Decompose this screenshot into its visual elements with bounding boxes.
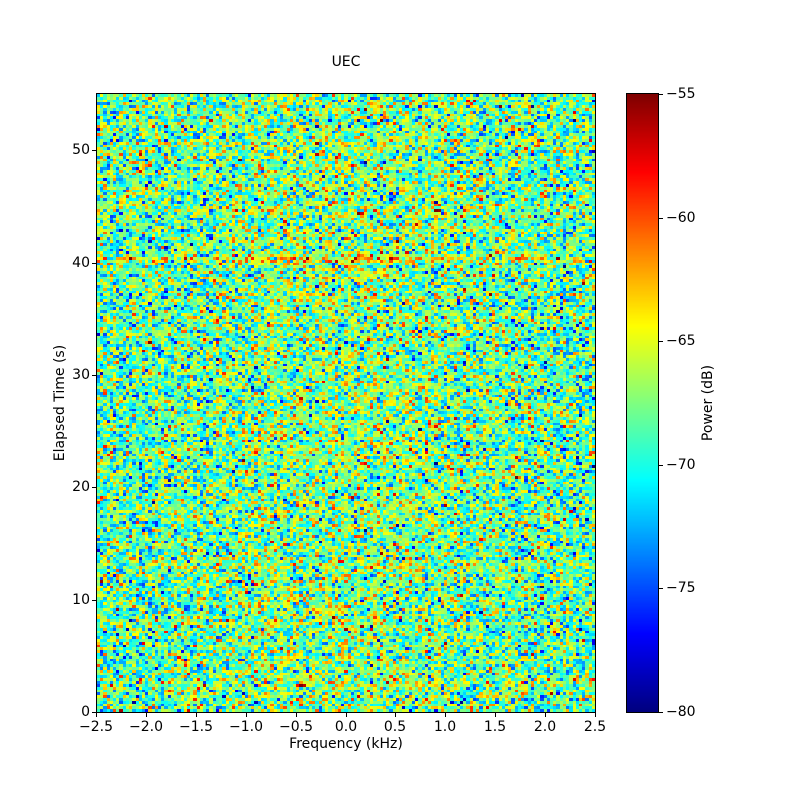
colorbar-tick-mark — [659, 712, 663, 713]
x-tick-mark — [495, 713, 496, 717]
y-tick-label: 50 — [72, 142, 90, 158]
x-tick-label: −1.0 — [229, 719, 263, 735]
x-tick-mark — [545, 713, 546, 717]
title-line-app: UEC — [331, 54, 361, 70]
y-tick-mark — [92, 487, 96, 488]
colorbar-tick-label: −55 — [666, 86, 696, 102]
x-tick-mark — [146, 713, 147, 717]
y-tick-mark — [92, 263, 96, 264]
x-tick-mark — [445, 713, 446, 717]
colorbar-label: Power (dB) — [700, 364, 716, 442]
y-tick-mark — [92, 600, 96, 601]
colorbar-tick-label: −80 — [666, 704, 696, 720]
colorbar-tick-label: −60 — [666, 210, 696, 226]
x-tick-mark — [196, 713, 197, 717]
colorbar-tick-label: −75 — [666, 580, 696, 596]
y-tick-mark — [92, 375, 96, 376]
x-tick-label: −2.5 — [79, 719, 113, 735]
y-tick-label: 10 — [72, 592, 90, 608]
plot-area — [96, 93, 596, 713]
colorbar-tick-mark — [659, 218, 663, 219]
x-tick-mark — [246, 713, 247, 717]
x-tick-label: −0.5 — [279, 719, 313, 735]
y-tick-label: 0 — [81, 704, 90, 720]
x-tick-label: 1.5 — [483, 719, 507, 735]
x-tick-label: 0.0 — [334, 719, 358, 735]
x-tick-mark — [296, 713, 297, 717]
y-tick-label: 30 — [72, 367, 90, 383]
x-tick-label: −1.5 — [179, 719, 213, 735]
x-tick-mark — [346, 713, 347, 717]
y-tick-mark — [92, 150, 96, 151]
x-tick-mark — [96, 713, 97, 717]
y-axis-label: Elapsed Time (s) — [52, 344, 68, 462]
x-tick-label: −2.0 — [129, 719, 163, 735]
x-tick-label: 2.5 — [583, 719, 607, 735]
x-axis-label: Frequency (kHz) — [289, 736, 403, 752]
colorbar-tick-label: −65 — [666, 333, 696, 349]
x-tick-label: 0.5 — [383, 719, 407, 735]
colorbar-tick-label: −70 — [666, 457, 696, 473]
y-tick-label: 20 — [72, 479, 90, 495]
colorbar-tick-mark — [659, 94, 663, 95]
y-tick-mark — [92, 712, 96, 713]
colorbar-tick-mark — [659, 341, 663, 342]
spectrogram-heatmap — [97, 94, 595, 712]
x-tick-mark — [595, 713, 596, 717]
y-tick-label: 40 — [72, 255, 90, 271]
colorbar-gradient — [627, 94, 658, 712]
x-tick-mark — [395, 713, 396, 717]
colorbar-tick-mark — [659, 465, 663, 466]
x-tick-label: 2.0 — [533, 719, 557, 735]
colorbar — [626, 93, 659, 713]
x-tick-label: 1.0 — [433, 719, 457, 735]
colorbar-tick-mark — [659, 588, 663, 589]
